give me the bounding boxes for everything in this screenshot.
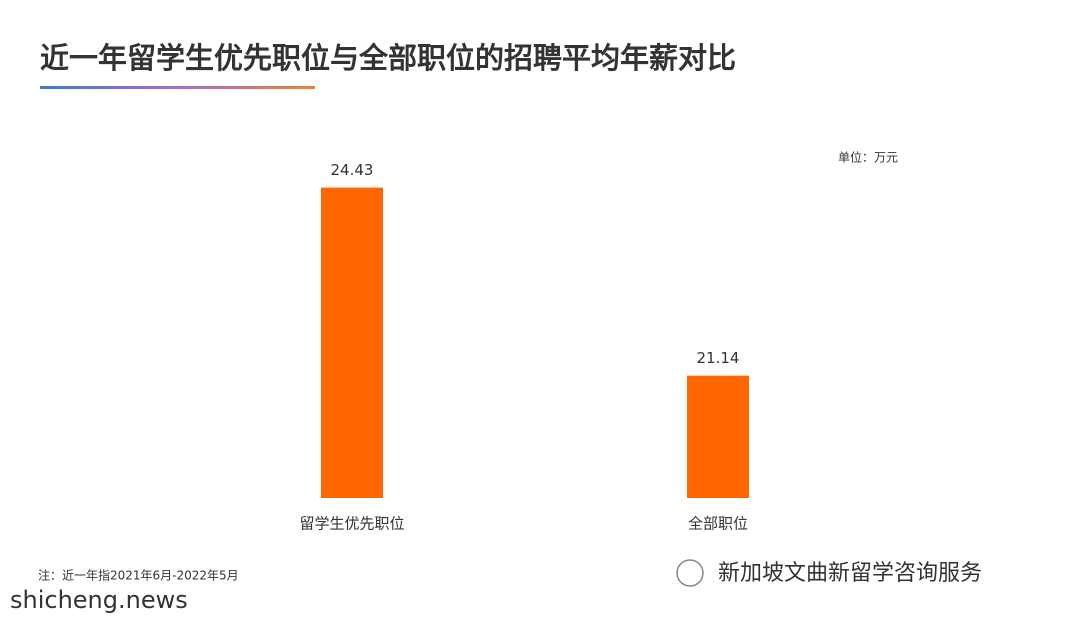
title-underline <box>40 86 315 89</box>
value-label: 24.43 <box>331 161 374 179</box>
wechat-icon <box>676 559 704 587</box>
x-tick-label: 留学生优先职位 <box>299 515 404 533</box>
note: 注：近一年指2021年6月-2022年5月 <box>38 568 239 583</box>
chart-title: 近一年留学生优先职位与全部职位的招聘平均年薪对比 <box>40 41 736 75</box>
bar <box>321 187 383 498</box>
unit-label: 单位：万元 <box>838 150 898 165</box>
account-name: 新加坡文曲新留学咨询服务 <box>718 561 982 586</box>
value-label: 21.14 <box>697 349 740 367</box>
x-tick-label: 全部职位 <box>688 515 748 533</box>
watermark: shicheng.news <box>10 586 188 614</box>
bar <box>687 375 749 498</box>
